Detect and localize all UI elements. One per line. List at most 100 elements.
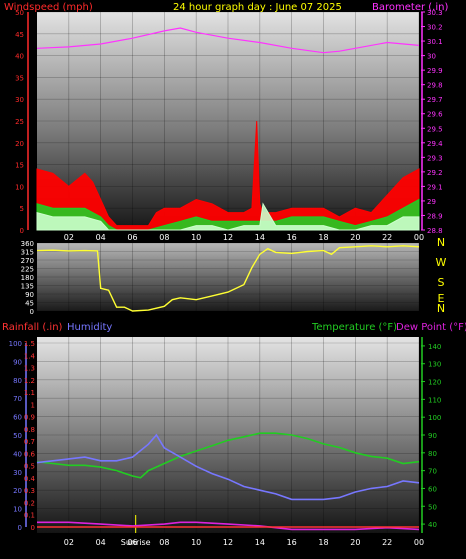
- x-tick-label: 16: [287, 233, 297, 242]
- x-tick-label: 00: [414, 233, 424, 242]
- wind-tick-label: 30: [15, 96, 24, 104]
- rain-temp-plot-area: [37, 337, 419, 533]
- humidity-tick-label: 30: [13, 469, 22, 477]
- direction-tick-label: 315: [21, 249, 34, 257]
- baro-tick-label: 29.3: [427, 154, 443, 162]
- humidity-tick-label: 80: [13, 377, 22, 385]
- x-tick-label: 22: [382, 538, 392, 547]
- rain-tick-label: 0.5: [24, 463, 35, 471]
- wind-tick-label: 10: [15, 183, 24, 191]
- x-tick-label: 14: [255, 538, 265, 547]
- series-humidity: [36, 433, 420, 501]
- rain-tick-label: 0.3: [24, 487, 35, 495]
- temp-tick-label: 100: [428, 414, 441, 422]
- x-tick-label: 14: [255, 233, 265, 242]
- baro-tick-label: 29.7: [427, 96, 443, 104]
- temp-tick-label: 40: [428, 521, 437, 529]
- rain-tick-label: 0.7: [24, 438, 35, 446]
- series-direction: [36, 245, 420, 312]
- compass-label-n: N: [437, 236, 445, 249]
- x-tick-label: 00: [414, 538, 424, 547]
- temp-tick-label: 140: [428, 343, 441, 351]
- temp-tick-label: 130: [428, 361, 441, 369]
- chart-title: 24 hour graph day : June 07 2025: [173, 2, 342, 13]
- baro-tick-label: 29: [427, 198, 436, 206]
- compass-label-w: W: [436, 256, 447, 269]
- compass-label-n: N: [437, 302, 445, 315]
- barometer-axis-label: Barometer (.in): [372, 2, 448, 13]
- rain-tick-label: 1.4: [24, 352, 36, 360]
- direction-tick-label: 90: [25, 291, 34, 299]
- wind-grid: [37, 11, 420, 231]
- wind-tick-label: 50: [15, 9, 24, 17]
- baro-tick-label: 29.8: [427, 82, 443, 90]
- wind-tick-label: 45: [15, 31, 24, 39]
- direction-tick-label: 360: [21, 240, 34, 248]
- series-dew-point: [37, 521, 420, 531]
- x-tick-label: 02: [64, 538, 74, 547]
- x-tick-label: Sunrise: [121, 538, 151, 547]
- baro-tick-label: 29.2: [427, 169, 443, 177]
- x-tick-label: 10: [191, 233, 201, 242]
- wind-tick-label: 20: [15, 140, 24, 148]
- baro-tick-label: 30.1: [427, 38, 443, 46]
- wind-tick-label: 0: [20, 227, 24, 235]
- humidity-axis-label: Humidity: [67, 322, 112, 333]
- temperature-axis-label: Temperature (°F): [311, 322, 397, 333]
- rain-tick-label: 0.4: [24, 475, 36, 483]
- windspeed-axis-label: Windspeed (mph): [4, 2, 93, 13]
- wind-axes: 02 04 06 08 10 12 14 16 18 20 22 000510152025303540…: [15, 9, 443, 242]
- x-tick-label: 02: [64, 233, 74, 242]
- baro-tick-label: 29.6: [427, 111, 443, 119]
- x-tick-label: 12: [223, 233, 233, 242]
- x-tick-label: 18: [318, 538, 328, 547]
- x-tick-label: 06: [127, 538, 137, 547]
- wind-tick-label: 25: [15, 118, 24, 126]
- x-tick-label: 18: [318, 233, 328, 242]
- direction-tick-label: 180: [21, 274, 34, 282]
- wind-direction-grid: [37, 242, 420, 312]
- rain-tick-label: 0.6: [24, 450, 36, 458]
- baro-tick-label: 29.4: [427, 140, 443, 148]
- rain-tick-label: 1: [31, 401, 35, 409]
- compass-label-s: S: [438, 276, 445, 289]
- humidity-tick-label: 50: [13, 432, 22, 440]
- dewpoint-axis-label: Dew Point (°F): [396, 322, 466, 333]
- baro-tick-label: 30.3: [427, 9, 443, 17]
- temp-tick-label: 50: [428, 503, 437, 511]
- direction-tick-label: 135: [21, 283, 34, 291]
- series-temperature: [36, 432, 420, 479]
- rain-temp-series: [36, 432, 420, 533]
- wind-tick-label: 5: [20, 205, 24, 213]
- x-tick-label: 16: [287, 538, 297, 547]
- rain-tick-label: 0.8: [24, 426, 35, 434]
- direction-tick-label: 225: [21, 266, 34, 274]
- temp-tick-label: 70: [428, 468, 437, 476]
- temp-tick-label: 80: [428, 450, 437, 458]
- humidity-tick-label: 20: [13, 487, 22, 495]
- rainfall-axis-label: Rainfall (.in): [2, 322, 63, 333]
- rain-tick-label: 1.1: [24, 389, 35, 397]
- wind-tick-label: 15: [15, 162, 24, 170]
- humidity-tick-label: 70: [13, 395, 22, 403]
- temp-tick-label: 90: [428, 432, 437, 440]
- x-tick-label: 12: [223, 538, 233, 547]
- temp-tick-label: 110: [428, 396, 441, 404]
- baro-tick-label: 28.9: [427, 212, 443, 220]
- series-barometer: [36, 27, 420, 54]
- x-tick-label: 04: [96, 233, 106, 242]
- rain-tick-label: 0.1: [24, 512, 35, 520]
- baro-tick-label: 28.8: [427, 227, 443, 235]
- direction-tick-label: 270: [21, 257, 34, 265]
- humidity-tick-label: 60: [13, 414, 22, 422]
- baro-tick-label: 30.2: [427, 24, 443, 32]
- x-tick-label: 06: [127, 233, 137, 242]
- wind-direction-plot-area: [37, 243, 419, 311]
- wind-series: [36, 27, 420, 231]
- rain-tick-label: 0: [31, 524, 35, 532]
- x-tick-label: 08: [159, 233, 169, 242]
- x-tick-label: 04: [96, 538, 106, 547]
